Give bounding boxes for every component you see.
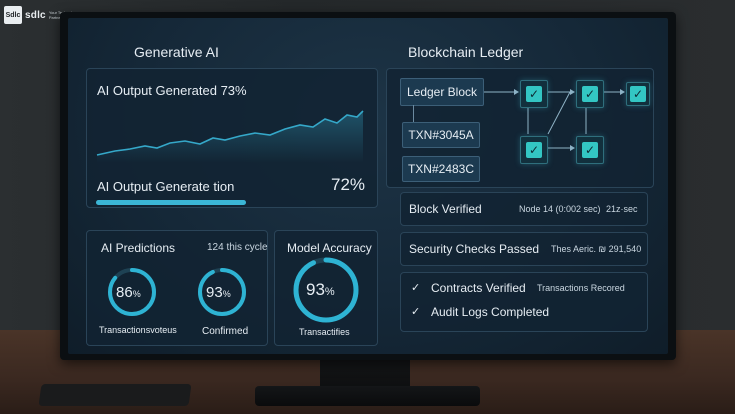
gauge-93-confirmed-value: 93% bbox=[206, 284, 231, 301]
gauge-accuracy-value: 93% bbox=[306, 280, 335, 299]
brand-mark: Sdlc bbox=[4, 6, 22, 24]
ai-output-panel: AI Output Generated 73% AI Output Genera… bbox=[86, 68, 378, 208]
blockchain-ledger-title: Blockchain Ledger bbox=[408, 44, 524, 60]
model-accuracy-panel: Model Accuracy Transactifies bbox=[274, 230, 378, 346]
audit-logs-label: Audit Logs Completed bbox=[431, 305, 550, 319]
generation-value: 72% bbox=[331, 175, 366, 194]
chain-block-3: ✓ bbox=[626, 82, 650, 106]
chain-block-1: ✓ bbox=[520, 80, 548, 108]
gauge-93-confirmed bbox=[198, 268, 246, 316]
check-icon: ✓ bbox=[411, 282, 421, 294]
ai-output-sparkline bbox=[96, 110, 364, 163]
generative-ai-title: Generative AI bbox=[134, 44, 219, 60]
check-icon: ✓ bbox=[526, 86, 542, 102]
block-verified-row: Block Verified Node 14 (0:002 sec) 21z·s… bbox=[400, 192, 648, 226]
generation-label: AI Output Generate tion bbox=[97, 179, 235, 194]
monitor-stand-base bbox=[255, 386, 480, 406]
contracts-audit-panel: ✓ Contracts Verified Transactions Recore… bbox=[400, 272, 648, 332]
check-icon: ✓ bbox=[411, 306, 421, 318]
check-icon: ✓ bbox=[526, 142, 542, 158]
gauge-86 bbox=[108, 268, 156, 316]
block-verified-time: 21z·sec bbox=[606, 204, 638, 214]
confirmed-gauge-cell: Confirmed bbox=[182, 250, 266, 344]
gauge-caption-confirmed: Confirmed bbox=[202, 326, 249, 337]
block-verified-node: Node 14 (0:002 sec) bbox=[519, 204, 601, 214]
check-icon: ✓ bbox=[630, 86, 646, 102]
contracts-verified-label: Contracts Verified bbox=[431, 281, 526, 295]
security-checks-detail: Thes Aeric. ₪ 291,540 bbox=[551, 244, 642, 254]
gauge-86-value: 86% bbox=[116, 284, 141, 301]
block-verified-label: Block Verified bbox=[409, 202, 482, 216]
brand-name: sdlc bbox=[25, 9, 46, 21]
accuracy-caption: Transactifies bbox=[299, 327, 350, 337]
model-accuracy-title: Model Accuracy bbox=[287, 241, 372, 255]
check-icon: ✓ bbox=[582, 142, 598, 158]
txn-node-1: TXN#3045A bbox=[402, 122, 480, 148]
ai-predictions-title: AI Predictions bbox=[101, 241, 176, 255]
predictions-cycle-count: 124 this cycle bbox=[207, 242, 268, 253]
gauge-accuracy bbox=[293, 257, 359, 323]
ai-output-label: AI Output Generated 73% bbox=[97, 83, 247, 98]
chain-block-4: ✓ bbox=[520, 136, 548, 164]
security-checks-row: Security Checks Passed Thes Aeric. ₪ 291… bbox=[400, 232, 648, 266]
txn-node-2: TXN#2483C bbox=[402, 156, 480, 182]
ai-predictions-panel: AI Predictions 124 this cycle Transactio… bbox=[86, 230, 268, 346]
gauge-caption-transactions: Transactionsvoteus bbox=[99, 325, 177, 335]
chain-links bbox=[484, 89, 625, 151]
generation-progress-fill bbox=[96, 200, 246, 205]
ledger-block-node: Ledger Block bbox=[400, 78, 484, 106]
chain-block-5: ✓ bbox=[576, 136, 604, 164]
keyboard bbox=[38, 384, 192, 406]
check-icon: ✓ bbox=[582, 86, 598, 102]
ledger-connector bbox=[413, 105, 414, 125]
chain-block-2: ✓ bbox=[576, 80, 604, 108]
security-checks-label: Security Checks Passed bbox=[409, 242, 540, 256]
transactions-recorded-label: Transactions Recored bbox=[537, 283, 625, 293]
dashboard-screen: Generative AI AI Output Generated 73% AI… bbox=[68, 18, 668, 354]
monitor: Generative AI AI Output Generated 73% AI… bbox=[60, 12, 676, 360]
